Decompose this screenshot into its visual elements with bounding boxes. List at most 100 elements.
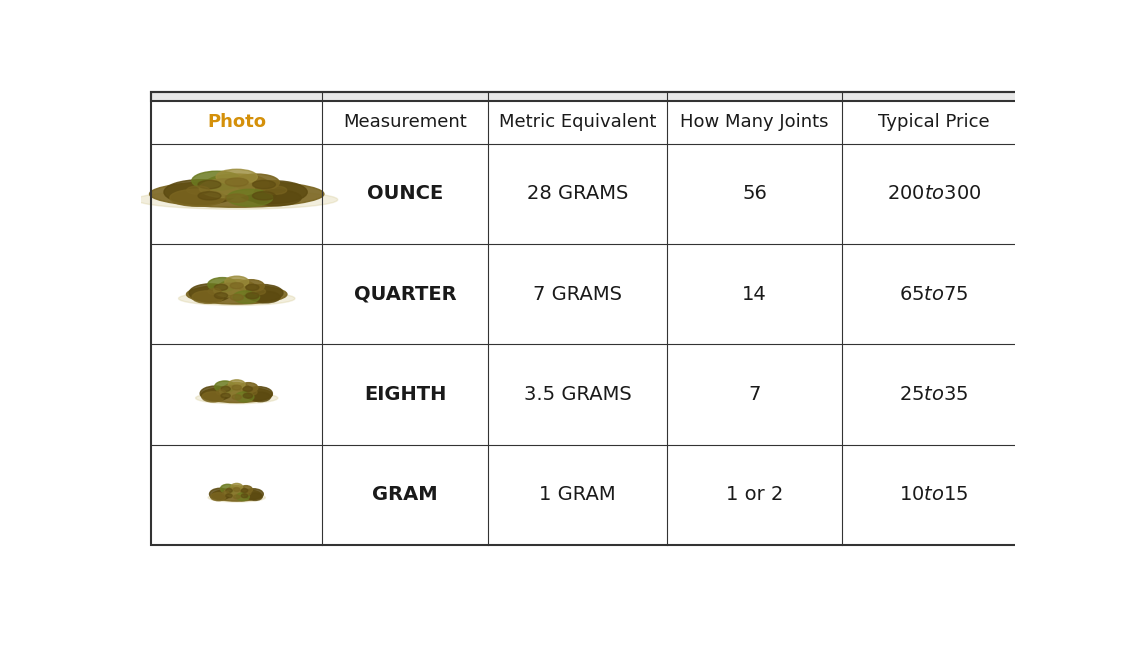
- Ellipse shape: [248, 493, 262, 501]
- Ellipse shape: [190, 284, 231, 302]
- Ellipse shape: [192, 171, 243, 190]
- Ellipse shape: [231, 484, 243, 490]
- Text: $10 to $15: $10 to $15: [899, 486, 969, 505]
- Ellipse shape: [226, 194, 248, 202]
- Ellipse shape: [187, 186, 210, 194]
- Ellipse shape: [253, 180, 275, 189]
- Text: $200 to $300: $200 to $300: [887, 184, 981, 203]
- Ellipse shape: [226, 489, 232, 492]
- Ellipse shape: [195, 392, 277, 404]
- Text: 3.5 GRAMS: 3.5 GRAMS: [523, 385, 632, 404]
- Bar: [151, 91, 1025, 545]
- Ellipse shape: [204, 174, 268, 195]
- Ellipse shape: [228, 486, 246, 495]
- Ellipse shape: [202, 392, 224, 402]
- Ellipse shape: [244, 393, 253, 398]
- Ellipse shape: [214, 284, 228, 290]
- Ellipse shape: [237, 493, 249, 501]
- Ellipse shape: [199, 180, 221, 189]
- Text: EIGHTH: EIGHTH: [364, 385, 447, 404]
- Ellipse shape: [238, 181, 307, 203]
- Text: $65 to $75: $65 to $75: [899, 285, 969, 304]
- Ellipse shape: [228, 380, 245, 389]
- Ellipse shape: [227, 190, 273, 207]
- Ellipse shape: [224, 488, 240, 497]
- Ellipse shape: [244, 284, 283, 301]
- Text: 7: 7: [749, 385, 761, 404]
- Ellipse shape: [236, 392, 254, 402]
- Ellipse shape: [233, 488, 240, 492]
- Ellipse shape: [223, 383, 249, 395]
- Text: GRAM: GRAM: [372, 486, 438, 505]
- Ellipse shape: [201, 387, 272, 403]
- Bar: [151, 91, 1025, 545]
- Ellipse shape: [245, 387, 272, 400]
- Text: QUARTER: QUARTER: [354, 285, 457, 304]
- Ellipse shape: [214, 381, 236, 392]
- Ellipse shape: [232, 395, 241, 399]
- Text: 56: 56: [742, 184, 767, 203]
- Ellipse shape: [212, 489, 262, 501]
- Ellipse shape: [233, 174, 280, 191]
- Ellipse shape: [224, 276, 248, 288]
- Ellipse shape: [164, 180, 237, 205]
- Ellipse shape: [170, 190, 224, 207]
- Ellipse shape: [220, 386, 243, 397]
- Ellipse shape: [230, 282, 244, 289]
- Ellipse shape: [250, 190, 301, 206]
- Ellipse shape: [221, 393, 230, 398]
- Ellipse shape: [253, 191, 275, 200]
- Ellipse shape: [208, 288, 221, 295]
- Text: 28 GRAMS: 28 GRAMS: [527, 184, 628, 203]
- Text: Metric Equivalent: Metric Equivalent: [499, 113, 656, 132]
- Ellipse shape: [213, 283, 246, 297]
- Ellipse shape: [233, 291, 259, 303]
- Ellipse shape: [250, 392, 271, 401]
- Text: Typical Price: Typical Price: [878, 113, 989, 132]
- Ellipse shape: [200, 386, 230, 401]
- Ellipse shape: [217, 390, 226, 395]
- Ellipse shape: [241, 494, 248, 497]
- Ellipse shape: [246, 284, 259, 290]
- Text: 1 or 2: 1 or 2: [726, 486, 783, 505]
- Ellipse shape: [248, 390, 257, 395]
- Ellipse shape: [210, 488, 230, 500]
- Ellipse shape: [222, 492, 229, 495]
- Ellipse shape: [186, 284, 287, 304]
- Ellipse shape: [233, 495, 240, 499]
- Ellipse shape: [264, 186, 287, 194]
- Text: 14: 14: [742, 285, 767, 304]
- Text: Photo: Photo: [208, 113, 266, 132]
- Ellipse shape: [221, 386, 230, 392]
- Ellipse shape: [230, 294, 244, 301]
- Ellipse shape: [232, 385, 241, 390]
- Text: How Many Joints: How Many Joints: [680, 113, 829, 132]
- Ellipse shape: [239, 486, 253, 494]
- Ellipse shape: [218, 280, 255, 295]
- Text: $25 to $35: $25 to $35: [899, 385, 969, 404]
- Text: 7 GRAMS: 7 GRAMS: [534, 285, 623, 304]
- Ellipse shape: [192, 291, 223, 303]
- Ellipse shape: [208, 278, 237, 291]
- Bar: [151, 91, 1025, 101]
- Ellipse shape: [150, 181, 324, 207]
- Ellipse shape: [245, 492, 250, 495]
- Ellipse shape: [252, 291, 280, 303]
- Ellipse shape: [199, 191, 221, 200]
- Ellipse shape: [244, 489, 263, 499]
- Text: Measurement: Measurement: [343, 113, 467, 132]
- Ellipse shape: [241, 489, 248, 492]
- Ellipse shape: [238, 280, 264, 292]
- Ellipse shape: [200, 179, 255, 198]
- Ellipse shape: [226, 494, 232, 497]
- Ellipse shape: [239, 383, 258, 393]
- Ellipse shape: [226, 178, 248, 186]
- Ellipse shape: [214, 293, 228, 299]
- Ellipse shape: [220, 484, 235, 493]
- Ellipse shape: [246, 293, 259, 299]
- Ellipse shape: [135, 190, 337, 209]
- Ellipse shape: [209, 493, 265, 502]
- Ellipse shape: [211, 493, 227, 501]
- Text: OUNCE: OUNCE: [367, 184, 443, 203]
- Bar: [151, 91, 1025, 101]
